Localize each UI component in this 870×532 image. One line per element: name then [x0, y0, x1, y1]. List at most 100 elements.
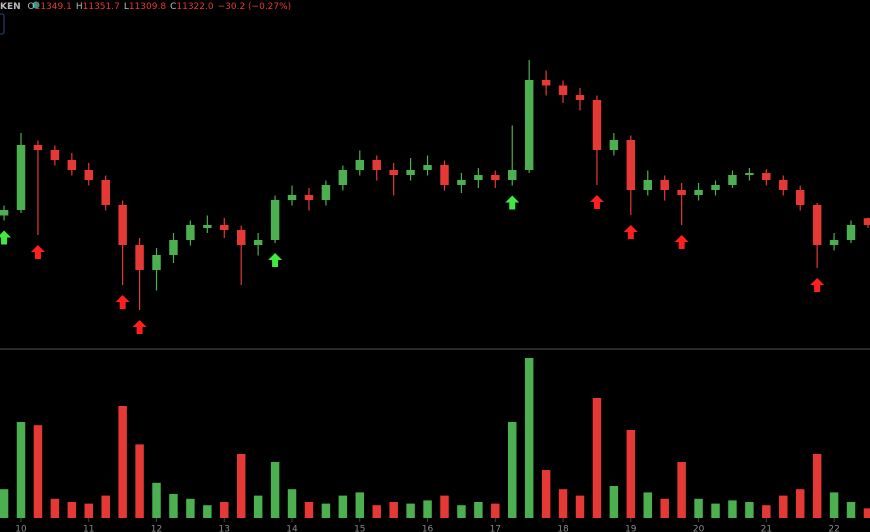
candle-body — [304, 195, 314, 200]
candle-body — [660, 180, 669, 190]
candle-body — [423, 165, 432, 170]
candle-body — [795, 190, 805, 205]
candle-body — [643, 180, 652, 190]
volume-bar — [118, 406, 127, 518]
volume-bar — [694, 498, 703, 518]
volume-bar — [660, 498, 669, 518]
volume-bar — [169, 494, 178, 518]
volume-bar — [152, 482, 161, 518]
volume-bar — [643, 492, 652, 518]
candle-body — [135, 245, 144, 270]
volume-bar — [0, 489, 9, 518]
signal-arrow — [810, 278, 825, 292]
candle-body — [169, 240, 178, 255]
candle-body — [203, 225, 212, 228]
volume-bar — [524, 358, 534, 518]
volume-bar — [16, 422, 26, 518]
volume-bar — [508, 422, 517, 518]
candle-body — [846, 225, 856, 240]
candle-body — [270, 200, 280, 240]
candle-body — [491, 175, 500, 180]
x-tick-label: 21 — [761, 525, 772, 532]
candle-body — [474, 175, 483, 180]
symbol: KEN — [0, 2, 21, 12]
candle-body — [779, 180, 788, 190]
candle-body — [728, 175, 737, 185]
candle-body — [457, 180, 466, 185]
status-dot — [32, 1, 40, 9]
volume-bar — [728, 500, 737, 518]
candle-body — [389, 170, 398, 175]
ohlc-label: O — [28, 2, 35, 12]
signal-arrow — [30, 245, 45, 259]
volume-bar — [812, 454, 822, 518]
volume-bar — [863, 508, 870, 518]
candle-body — [16, 145, 26, 210]
x-tick-label: 17 — [490, 525, 501, 532]
x-tick-label: 14 — [286, 525, 298, 532]
volume-bar — [491, 503, 500, 518]
candle-body — [101, 180, 110, 205]
signal-arrow — [132, 320, 147, 334]
candle-body — [863, 218, 870, 225]
x-tick-label: 18 — [557, 525, 569, 532]
volume-bar — [779, 495, 788, 518]
x-tick-label: 22 — [828, 525, 839, 532]
signal-arrow — [623, 225, 638, 239]
volume-bar — [220, 502, 229, 518]
signal-arrow — [268, 253, 283, 267]
ohlc-label: H — [76, 2, 83, 12]
signal-arrow — [115, 295, 130, 309]
signal-arrow — [674, 235, 689, 249]
volume-bar — [135, 444, 144, 518]
x-tick-label: 11 — [83, 525, 94, 532]
volume-bar — [846, 502, 856, 518]
ohlc-value: 11322.0 — [176, 2, 213, 12]
x-tick-label: 15 — [354, 525, 365, 532]
volume-bar — [84, 503, 93, 518]
volume-bar — [372, 505, 381, 518]
volume-bar — [203, 505, 212, 518]
change: −30.2 (−0.27%) — [218, 2, 292, 12]
volume-bar — [423, 500, 432, 518]
candle-body — [84, 170, 93, 180]
candle-body — [592, 100, 602, 150]
volume-bar — [829, 492, 839, 518]
volume-bar — [304, 502, 314, 518]
candle-body — [33, 145, 43, 150]
candle-body — [118, 205, 127, 245]
x-tick-label: 19 — [625, 525, 637, 532]
x-tick-label: 20 — [693, 525, 705, 532]
candle-body — [220, 225, 229, 230]
volume-bar — [711, 503, 720, 518]
candle-body — [508, 170, 517, 180]
ohlc-label: L — [124, 2, 129, 12]
x-tick-label: 13 — [219, 525, 230, 532]
x-tick-label: 10 — [15, 525, 27, 532]
volume-bar — [677, 462, 686, 518]
volume-bar — [50, 498, 60, 518]
candle-body — [67, 160, 77, 170]
candle-body — [524, 80, 534, 170]
volume-bar — [745, 502, 754, 518]
candle-body — [355, 160, 365, 170]
candle-body — [626, 140, 636, 190]
volume-bar — [575, 495, 585, 518]
candle-body — [575, 95, 585, 100]
candle-body — [762, 173, 771, 180]
volume-bar — [338, 495, 348, 518]
volume-bar — [236, 454, 246, 518]
candle-body — [440, 165, 449, 185]
volume-bar — [101, 495, 110, 518]
signal-arrow — [0, 230, 12, 245]
volume-bar — [541, 470, 551, 518]
volume-bar — [253, 495, 263, 518]
candle-body — [829, 240, 839, 245]
candle-body — [812, 205, 822, 245]
candle-body — [186, 225, 195, 240]
signal-arrow — [589, 195, 604, 209]
ohlc-value: 11351.7 — [83, 2, 120, 12]
candle-body — [677, 190, 686, 195]
